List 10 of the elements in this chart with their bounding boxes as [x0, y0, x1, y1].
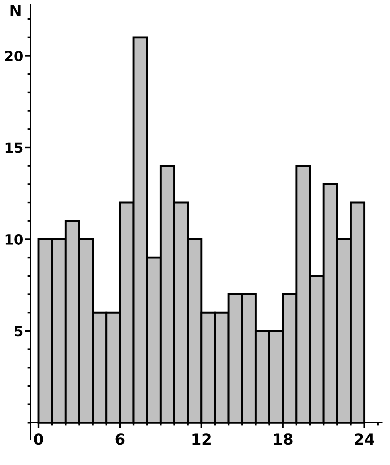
x-tick-label: 12: [192, 434, 211, 445]
y-tick-label: 5: [15, 326, 23, 337]
x-tick-label: 0: [34, 434, 44, 446]
x-tick-label: 6: [116, 434, 125, 446]
y-tick-label: 10: [6, 234, 23, 245]
x-tick-label: 18: [274, 434, 293, 446]
y-tick-label: 20: [5, 50, 23, 62]
y-tick-label: 15: [6, 142, 23, 154]
x-tick-label: 24: [355, 434, 374, 445]
y-axis-title: N: [10, 5, 21, 16]
